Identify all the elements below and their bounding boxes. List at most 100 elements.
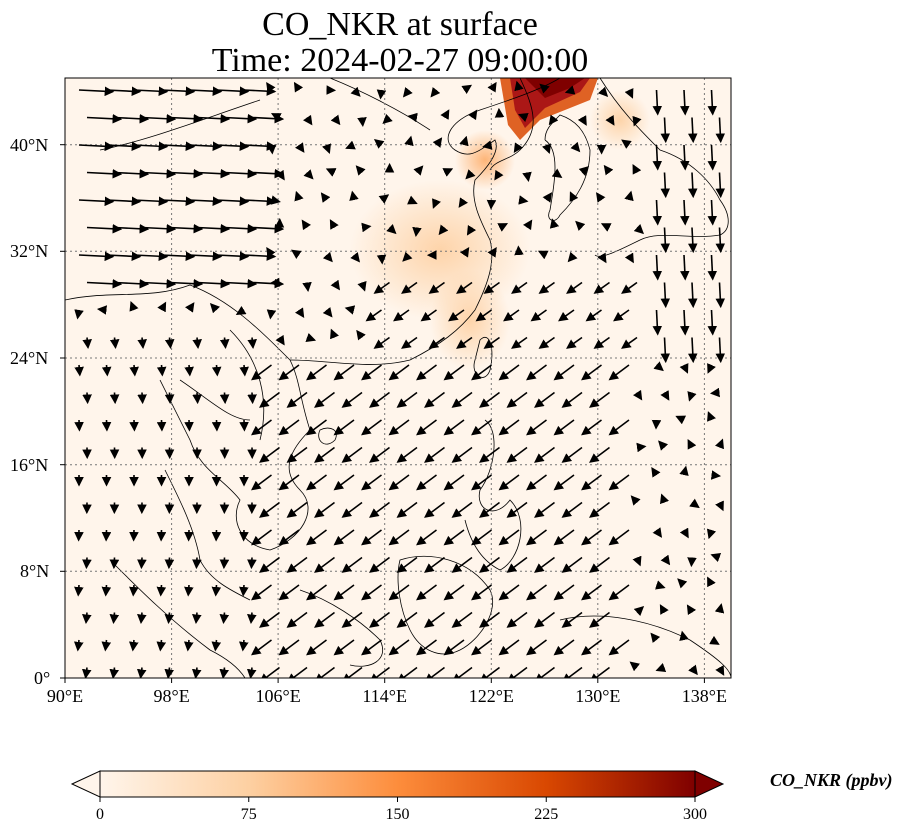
wind-vector-arrow (471, 529, 492, 546)
wind-vector-arrow (526, 584, 547, 601)
wind-vector-arrow (534, 611, 555, 628)
wind-vector-arrow (251, 529, 272, 546)
wind-vector-arrow (247, 612, 257, 625)
wind-vector-arrow (161, 86, 196, 97)
wind-vector-arrow (707, 254, 718, 281)
wind-vector-arrow (239, 364, 249, 377)
wind-vector-arrow (416, 419, 437, 436)
wind-vector-arrow (286, 446, 308, 463)
wind-vector-arrow (539, 83, 550, 94)
wind-vector-arrow (688, 664, 698, 676)
wind-vector-arrow (286, 501, 308, 518)
map-background (65, 78, 731, 678)
wind-vector-arrow (382, 113, 393, 124)
wind-vector-arrow (81, 667, 92, 678)
wind-vector-arrow (270, 195, 281, 205)
wind-vector-arrow (388, 529, 410, 546)
wind-vector-arrow (251, 474, 272, 491)
wind-vector-arrow (224, 113, 258, 124)
wind-vector-arrow (424, 391, 445, 408)
wind-vector-arrow (715, 337, 726, 364)
wind-vector-arrow (401, 336, 418, 349)
wind-vector-arrow (438, 224, 449, 236)
wind-vector-arrow (247, 337, 257, 350)
wind-vector-arrow (402, 86, 413, 98)
wind-vector-arrow (330, 114, 341, 126)
wind-vector-arrow (169, 168, 204, 179)
wind-vector-arrow (710, 470, 722, 480)
wind-vector-arrow (191, 667, 202, 678)
wind-vector-arrow (188, 251, 223, 261)
wind-vector-arrow (86, 168, 123, 179)
wind-vector-arrow (522, 171, 532, 182)
wind-vector-arrow (239, 584, 249, 597)
wind-vector-arrow (608, 529, 630, 546)
wind-vector-arrow (341, 611, 363, 628)
wind-vector-arrow (361, 419, 382, 436)
wind-vector-arrow (388, 474, 410, 491)
wind-vector-arrow (632, 555, 642, 567)
wind-vector-arrow (471, 364, 492, 381)
wind-vector-arrow (621, 139, 632, 149)
wind-vector-arrow (659, 493, 670, 505)
wind-vector-arrow (458, 197, 468, 208)
wind-vector-arrow (598, 86, 609, 97)
wind-vector-arrow (709, 635, 720, 645)
wind-vector-arrow (479, 501, 500, 518)
wind-vector-arrow (78, 196, 115, 207)
wind-vector-arrow (652, 89, 663, 116)
wind-vector-arrow (593, 281, 610, 294)
wind-vector-arrow (224, 168, 258, 179)
wind-vector-arrow (589, 611, 610, 628)
wind-vector-arrow (369, 666, 390, 678)
chart-title-line-1: CO_NKR at surface (262, 6, 538, 43)
wind-vector-arrow (86, 113, 123, 124)
wind-vector-arrow (537, 250, 549, 260)
wind-vector-arrow (357, 117, 367, 128)
wind-vector-arrow (613, 309, 630, 322)
wind-vector-arrow (109, 557, 120, 570)
wind-vector-arrow (388, 584, 410, 601)
wind-vector-arrow (608, 419, 630, 436)
wind-vector-arrow (707, 89, 718, 116)
wind-vector-arrow (658, 440, 669, 451)
wind-vector-arrow (330, 328, 339, 340)
wind-vector-arrow (534, 501, 555, 518)
wind-vector-arrow (479, 611, 500, 628)
y-tick-label: 0° (34, 668, 51, 688)
wind-vector-arrow (624, 252, 634, 264)
wind-vector-arrow (109, 667, 119, 678)
wind-vector-arrow (164, 392, 175, 405)
wind-vector-arrow (600, 223, 612, 232)
wind-vector-arrow (386, 224, 397, 235)
wind-vector-arrow (82, 337, 92, 350)
wind-vector-arrow (526, 639, 547, 656)
wind-vector-arrow (467, 109, 478, 121)
wind-vector-arrow (109, 612, 120, 625)
wind-vector-arrow (581, 529, 602, 546)
wind-vector-arrow (624, 190, 634, 202)
wind-vector-arrow (259, 501, 280, 518)
wind-vector-arrow (443, 639, 465, 656)
wind-vector-arrow (209, 303, 220, 314)
wind-vector-arrow (443, 419, 465, 436)
wind-vector-arrow (341, 501, 363, 518)
wind-vector-arrow (675, 415, 687, 425)
wind-vector-arrow (459, 246, 470, 258)
wind-vector-arrow (660, 282, 671, 309)
x-tick-label: 90°E (46, 686, 84, 706)
wind-vector-arrow (164, 667, 174, 678)
wind-vector-arrow (603, 164, 614, 176)
colorbar-tick-label: 0 (96, 806, 104, 823)
wind-vector-arrow (129, 639, 139, 652)
wind-vector-arrow (286, 666, 308, 678)
wind-vector-arrow (553, 364, 575, 381)
wind-vector-arrow (164, 612, 175, 625)
wind-vector-arrow (451, 501, 473, 518)
map-frame (64, 77, 732, 679)
wind-vector-arrow (660, 554, 671, 566)
wind-vector-arrow (333, 474, 355, 491)
wind-vector-arrow (630, 495, 641, 506)
wind-vector-arrow (78, 86, 115, 97)
wind-vector-arrow (424, 666, 445, 678)
